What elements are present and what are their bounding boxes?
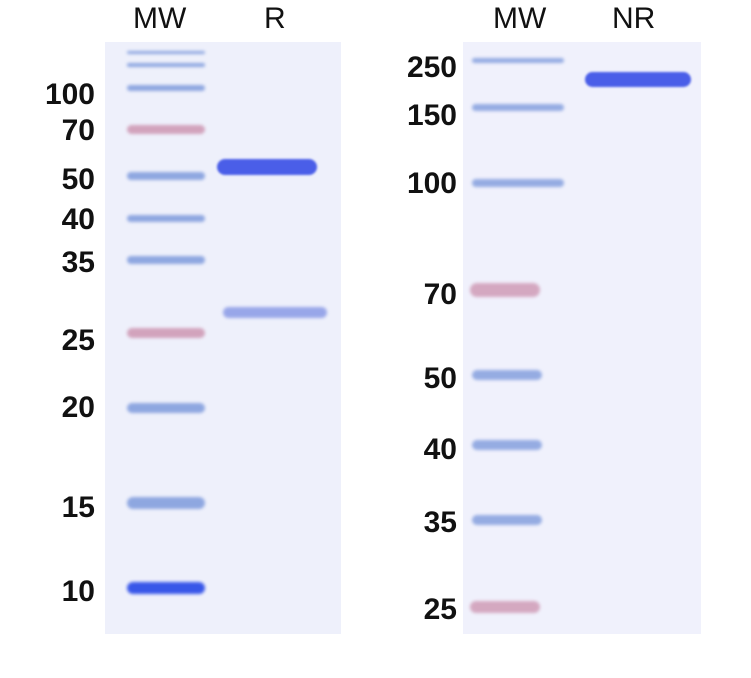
- ladder-band: [127, 85, 205, 91]
- marker-label: 40: [423, 433, 457, 466]
- ladder-band: [470, 283, 540, 297]
- ladder-band: [127, 328, 205, 338]
- marker-label: 100: [406, 167, 457, 200]
- ladder-band: [472, 57, 564, 63]
- marker-label: 150: [406, 99, 457, 132]
- marker-label: 15: [61, 491, 95, 524]
- marker-label: 40: [61, 203, 95, 236]
- marker-label: 10: [61, 575, 95, 608]
- ladder-band: [127, 50, 205, 54]
- lane-label-mw-right: MW: [493, 2, 547, 35]
- ladder-band: [472, 103, 564, 111]
- ladder-band: [472, 370, 542, 380]
- marker-label: 250: [406, 51, 457, 84]
- marker-label: 35: [61, 246, 95, 279]
- sample-band-r-light: [223, 307, 327, 318]
- ladder-band: [127, 214, 205, 222]
- sample-band-r-heavy: [217, 159, 317, 175]
- marker-label: 25: [61, 324, 95, 357]
- ladder-band: [127, 256, 205, 264]
- marker-label: 20: [61, 391, 95, 424]
- lane-label-mw-left: MW: [133, 2, 187, 35]
- marker-label: 25: [423, 593, 457, 626]
- ladder-band: [127, 497, 205, 509]
- marker-label: 35: [423, 506, 457, 539]
- lane-label-nr: NR: [612, 2, 656, 35]
- ladder-band: [127, 124, 205, 134]
- ladder-band: [472, 515, 542, 525]
- gel-right: [463, 42, 701, 634]
- marker-label: 70: [61, 114, 95, 147]
- marker-label: 50: [423, 362, 457, 395]
- ladder-band: [127, 172, 205, 180]
- ladder-band: [127, 403, 205, 413]
- ladder-band: [127, 582, 205, 594]
- gel-left: [105, 42, 341, 634]
- ladder-band: [470, 601, 540, 613]
- marker-label: 100: [44, 78, 95, 111]
- ladder-band: [472, 440, 542, 450]
- lane-label-r: R: [264, 2, 286, 35]
- ladder-band: [127, 63, 205, 67]
- sample-band-nr: [585, 72, 691, 87]
- ladder-band: [472, 179, 564, 187]
- marker-label: 50: [61, 163, 95, 196]
- marker-label: 70: [423, 278, 457, 311]
